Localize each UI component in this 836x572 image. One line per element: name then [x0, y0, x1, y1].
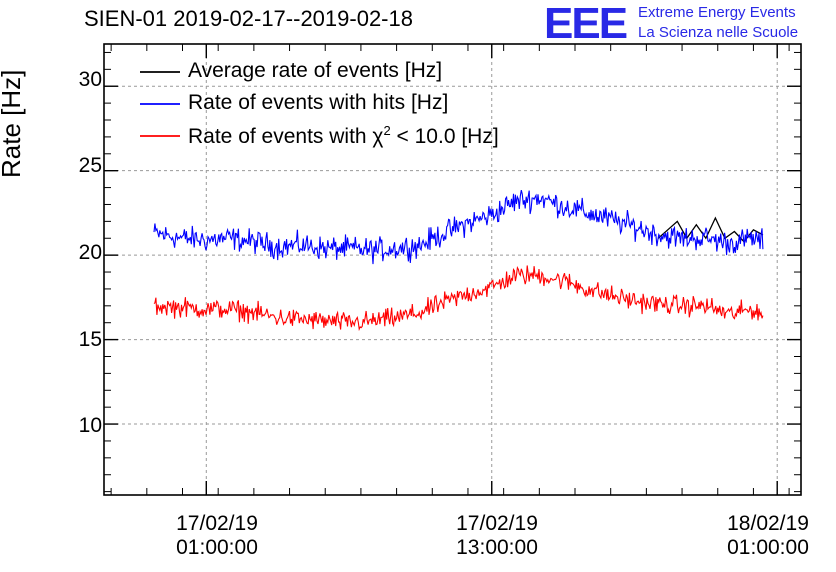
x-tick-date: 18/02/19 [727, 512, 809, 535]
logo-line-2: La Scienza nelle Scuole [638, 24, 799, 41]
legend-lines [140, 71, 180, 137]
x-tick-date: 17/02/19 [456, 512, 538, 535]
y-tick-label: 15 [78, 328, 102, 351]
logo-line-1: Extreme Energy Events [638, 4, 796, 21]
y-tick-label: 20 [78, 241, 102, 264]
y-tick-label: 25 [78, 154, 102, 177]
x-tick-label: 17/02/19 13:00:00 [437, 512, 557, 560]
x-tick-time: 13:00:00 [456, 536, 538, 559]
legend-label-chi2-tail: < 10.0 [Hz] [390, 125, 499, 148]
legend-label-average: Average rate of events [Hz] [188, 59, 443, 82]
legend-entry-hits: Rate of events with hits [Hz] [188, 91, 448, 115]
legend-entry-average: Average rate of events [Hz] [188, 59, 442, 83]
series-chi2-line [153, 265, 764, 332]
x-tick-date: 17/02/19 [176, 512, 258, 535]
chart-title: SIEN-01 2019-02-17--2019-02-18 [84, 6, 413, 31]
y-tick-label: 30 [78, 68, 102, 91]
y-axis-label: Rate [Hz] [0, 69, 26, 178]
axis-ticks [104, 44, 801, 495]
legend-label-chi2: Rate of events with χ [188, 125, 384, 148]
legend-label-chi2-superscript: 2 [383, 123, 391, 138]
plot-frame [103, 43, 802, 496]
y-tick-label: 10 [78, 414, 102, 437]
grid-lines [104, 44, 801, 495]
x-tick-time: 01:00:00 [176, 536, 258, 559]
series-hits-line [153, 189, 764, 265]
x-tick-time: 01:00:00 [727, 536, 809, 559]
x-tick-label: 18/02/19 01:00:00 [708, 512, 828, 560]
legend-label-hits: Rate of events with hits [Hz] [188, 91, 449, 114]
eee-logo: EEE [544, 0, 628, 48]
series-layer [153, 189, 764, 332]
legend-entry-chi2: Rate of events with χ2 < 10.0 [Hz] [188, 123, 499, 149]
x-tick-label: 17/02/19 01:00:00 [157, 512, 277, 560]
